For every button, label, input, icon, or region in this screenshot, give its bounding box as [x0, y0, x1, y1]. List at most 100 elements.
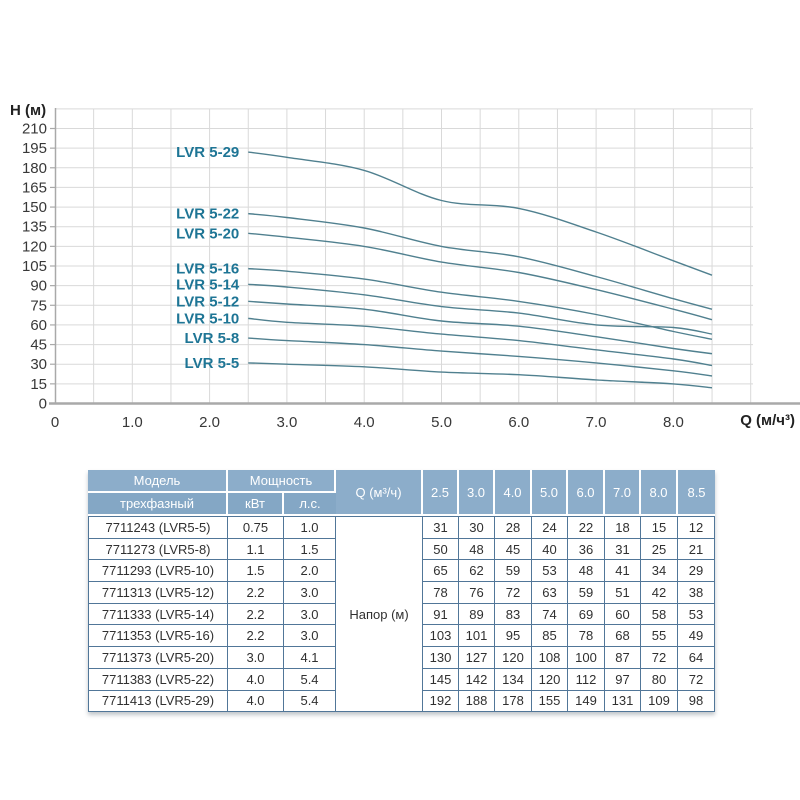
y-tick-label: 60	[30, 317, 47, 334]
kw-cell: 4.0	[228, 668, 284, 691]
head-value-cell: 98	[678, 690, 716, 713]
header-flow-units: Q (м³/ч)	[336, 470, 424, 516]
head-value-cell: 21	[678, 538, 716, 561]
head-value-cell: 101	[459, 625, 496, 648]
model-cell: 7711373 (LVR5-20)	[88, 647, 228, 669]
x-tick-label: 8.0	[663, 414, 684, 431]
x-tick-label: 1.0	[122, 414, 143, 431]
pump-spec-table: Модель Мощность Q (м³/ч) 2.5 3.0 4.0 5.0 6.0 7.0…	[88, 470, 716, 713]
kw-cell: 0.75	[228, 516, 284, 539]
curve-label: LVR 5-10	[176, 310, 239, 327]
curve-label: LVR 5-29	[176, 144, 239, 161]
kw-cell: 3.0	[228, 647, 284, 669]
y-tick-label: 210	[22, 121, 47, 138]
pump-curve-LVR-5-16	[248, 267, 713, 340]
head-value-cell: 142	[459, 668, 496, 691]
head-value-cell: 69	[568, 603, 606, 626]
head-value-cell: 41	[605, 560, 642, 583]
table-header: Модель Мощность Q (м³/ч) 2.5 3.0 4.0 5.0 6.0 7.0…	[88, 470, 716, 516]
hp-cell: 3.0	[284, 625, 337, 648]
hp-cell: 1.0	[284, 516, 337, 539]
header-flow-7.0: 7.0	[605, 470, 642, 516]
kw-cell: 2.2	[228, 625, 284, 648]
header-flow-8.0: 8.0	[641, 470, 679, 516]
y-tick-label: 120	[22, 238, 47, 255]
table-row: 7711373 (LVR5-20) 3.0 4.1 130 127 120 108 100 87…	[88, 647, 716, 669]
table-row: 7711413 (LVR5-29) 4.0 5.4 192 188 178 155 149 13…	[88, 690, 716, 713]
model-cell: 7711243 (LVR5-5)	[88, 516, 228, 539]
head-value-cell: 76	[459, 582, 496, 604]
head-value-cell: 29	[678, 560, 716, 583]
curve-label: LVR 5-14	[176, 276, 240, 293]
model-cell: 7711353 (LVR5-16)	[88, 625, 228, 648]
head-value-cell: 58	[641, 603, 679, 626]
x-axis-title: Q (м/ч³)	[740, 412, 795, 429]
table-row: 7711383 (LVR5-22) 4.0 5.4 145 142 134 120 112 97…	[88, 668, 716, 691]
header-flow-8.5: 8.5	[678, 470, 716, 516]
head-value-cell: 103	[423, 625, 460, 648]
table-row: 7711333 (LVR5-14) 2.2 3.0 91 89 83 74 69 60 58 53	[88, 603, 716, 626]
model-cell: 7711273 (LVR5-8)	[88, 538, 228, 561]
head-value-cell: 28	[495, 516, 533, 539]
y-tick-label: 0	[39, 396, 47, 413]
head-value-cell: 108	[532, 647, 569, 669]
head-value-cell: 51	[605, 582, 642, 604]
head-value-cell: 97	[605, 668, 642, 691]
pump-performance-chart: H (м) 210 195 180 165 150 135 120 105 90 75 60 45 30…	[10, 102, 800, 431]
y-tick-label: 150	[22, 199, 47, 216]
head-value-cell: 131	[605, 690, 642, 713]
x-tick-label: 3.0	[276, 414, 297, 431]
head-value-cell: 91	[423, 603, 460, 626]
head-value-cell: 63	[532, 582, 569, 604]
hp-cell: 4.1	[284, 647, 337, 669]
head-value-cell: 40	[532, 538, 569, 561]
head-value-cell: 68	[605, 625, 642, 648]
curve-label: LVR 5-20	[176, 225, 239, 242]
table-body: 7711243 (LVR5-5) 0.75 1.0 Напор (м) 31 30 28 24…	[88, 516, 716, 713]
header-flow-5.0: 5.0	[532, 470, 569, 516]
x-tick-label: 0	[51, 414, 59, 431]
head-value-cell: 72	[495, 582, 533, 604]
head-value-cell: 22	[568, 516, 606, 539]
curve-label: LVR 5-16	[176, 261, 239, 278]
hp-cell: 5.4	[284, 668, 337, 691]
model-cell: 7711313 (LVR5-12)	[88, 582, 228, 604]
head-value-cell: 89	[459, 603, 496, 626]
head-value-cell: 112	[568, 668, 606, 691]
head-value-cell: 49	[678, 625, 716, 648]
y-tick-label: 135	[22, 219, 47, 236]
head-value-cell: 30	[459, 516, 496, 539]
head-value-cell: 45	[495, 538, 533, 561]
table-row: 7711273 (LVR5-8) 1.1 1.5 50 48 45 40 36 31 25 21	[88, 538, 716, 561]
head-value-cell: 24	[532, 516, 569, 539]
x-tick-label: 5.0	[431, 414, 452, 431]
y-tick-label: 90	[30, 278, 47, 295]
x-tick-label: 2.0	[199, 414, 220, 431]
head-value-cell: 192	[423, 690, 460, 713]
table-row: 7711313 (LVR5-12) 2.2 3.0 78 76 72 63 59 51 42 38	[88, 582, 716, 604]
model-cell: 7711413 (LVR5-29)	[88, 690, 228, 713]
x-tick-label: 4.0	[354, 414, 375, 431]
model-cell: 7711293 (LVR5-10)	[88, 560, 228, 583]
head-value-cell: 72	[641, 647, 679, 669]
head-value-cell: 25	[641, 538, 679, 561]
pump-curve-LVR-5-8	[248, 337, 713, 377]
hp-cell: 3.0	[284, 603, 337, 626]
head-value-cell: 78	[423, 582, 460, 604]
head-value-cell: 64	[678, 647, 716, 669]
head-value-cell: 134	[495, 668, 533, 691]
pump-curve-LVR-5-12	[248, 300, 713, 355]
head-value-cell: 12	[678, 516, 716, 539]
head-value-cell: 130	[423, 647, 460, 669]
pump-curve-LVR-5-10	[248, 317, 713, 367]
head-value-cell: 109	[641, 690, 679, 713]
header-power: Мощность	[228, 470, 337, 493]
head-value-cell: 48	[459, 538, 496, 561]
head-value-cell: 85	[532, 625, 569, 648]
head-units-cell: Напор (м)	[336, 516, 424, 713]
pump-curve-LVR-5-29	[248, 151, 713, 276]
pump-curve-LVR-5-20	[248, 232, 713, 321]
head-value-cell: 59	[495, 560, 533, 583]
head-value-cell: 78	[568, 625, 606, 648]
head-value-cell: 62	[459, 560, 496, 583]
